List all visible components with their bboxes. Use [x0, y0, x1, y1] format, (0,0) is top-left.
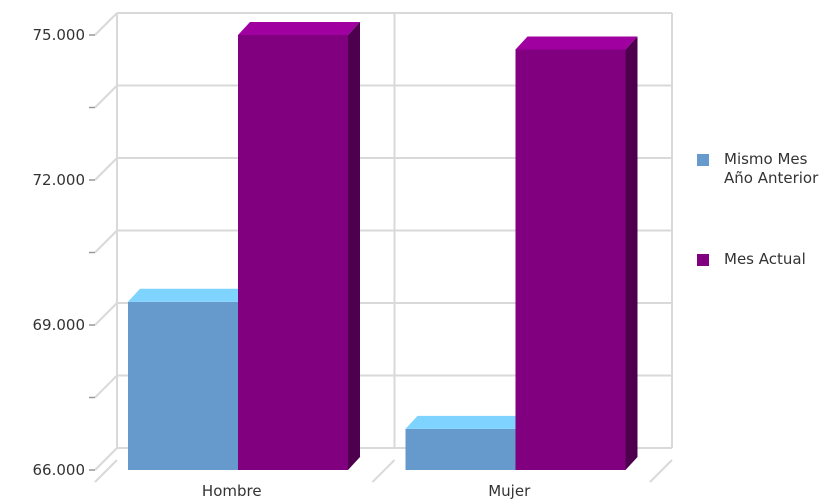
- legend: Mismo Mes Año Anterior Mes Actual: [697, 150, 838, 331]
- bar: [238, 22, 360, 470]
- y-tick-label: 69.000: [33, 316, 86, 334]
- bar-front: [515, 49, 626, 470]
- gridline-depth: [94, 374, 118, 399]
- bar-side: [348, 22, 360, 470]
- x-tick-label: Mujer: [488, 482, 531, 500]
- x-axis: Hombre Mujer: [202, 482, 531, 500]
- bar: [515, 36, 638, 470]
- legend-swatch: [697, 154, 709, 166]
- floor-divider: [649, 459, 673, 483]
- floor-divider: [371, 459, 396, 483]
- bars: [128, 22, 638, 470]
- gridline-depth: [94, 302, 118, 326]
- bar-side: [625, 36, 638, 470]
- bar-top: [238, 22, 360, 35]
- bar-front: [238, 35, 348, 470]
- y-tick-label: 72.000: [33, 171, 86, 189]
- legend-item-previous-year: Mismo Mes Año Anterior: [697, 150, 838, 188]
- bar-top: [515, 36, 638, 50]
- y-tick-label: 66.000: [33, 461, 86, 479]
- bar-top: [128, 288, 250, 302]
- y-axis: 66.000 69.000 72.000 75.000: [33, 26, 95, 479]
- legend-label: Mismo Mes Año Anterior: [724, 150, 819, 187]
- gridline-depth: [94, 157, 118, 181]
- bar-front: [405, 428, 516, 470]
- bar-top: [405, 415, 528, 429]
- gridline-depth: [94, 84, 118, 109]
- legend-item-current-month: Mes Actual: [697, 250, 838, 269]
- bar: [128, 288, 250, 470]
- bar: [405, 415, 528, 470]
- gridline-depth: [94, 12, 118, 36]
- x-tick-label: Hombre: [202, 482, 262, 500]
- bar-front: [128, 301, 238, 470]
- floor-divider: [94, 459, 118, 483]
- legend-label: Mes Actual: [724, 250, 806, 268]
- legend-swatch: [697, 254, 709, 266]
- gridline-depth: [94, 447, 118, 471]
- gridline-depth: [94, 229, 118, 254]
- y-tick-label: 75.000: [33, 26, 86, 44]
